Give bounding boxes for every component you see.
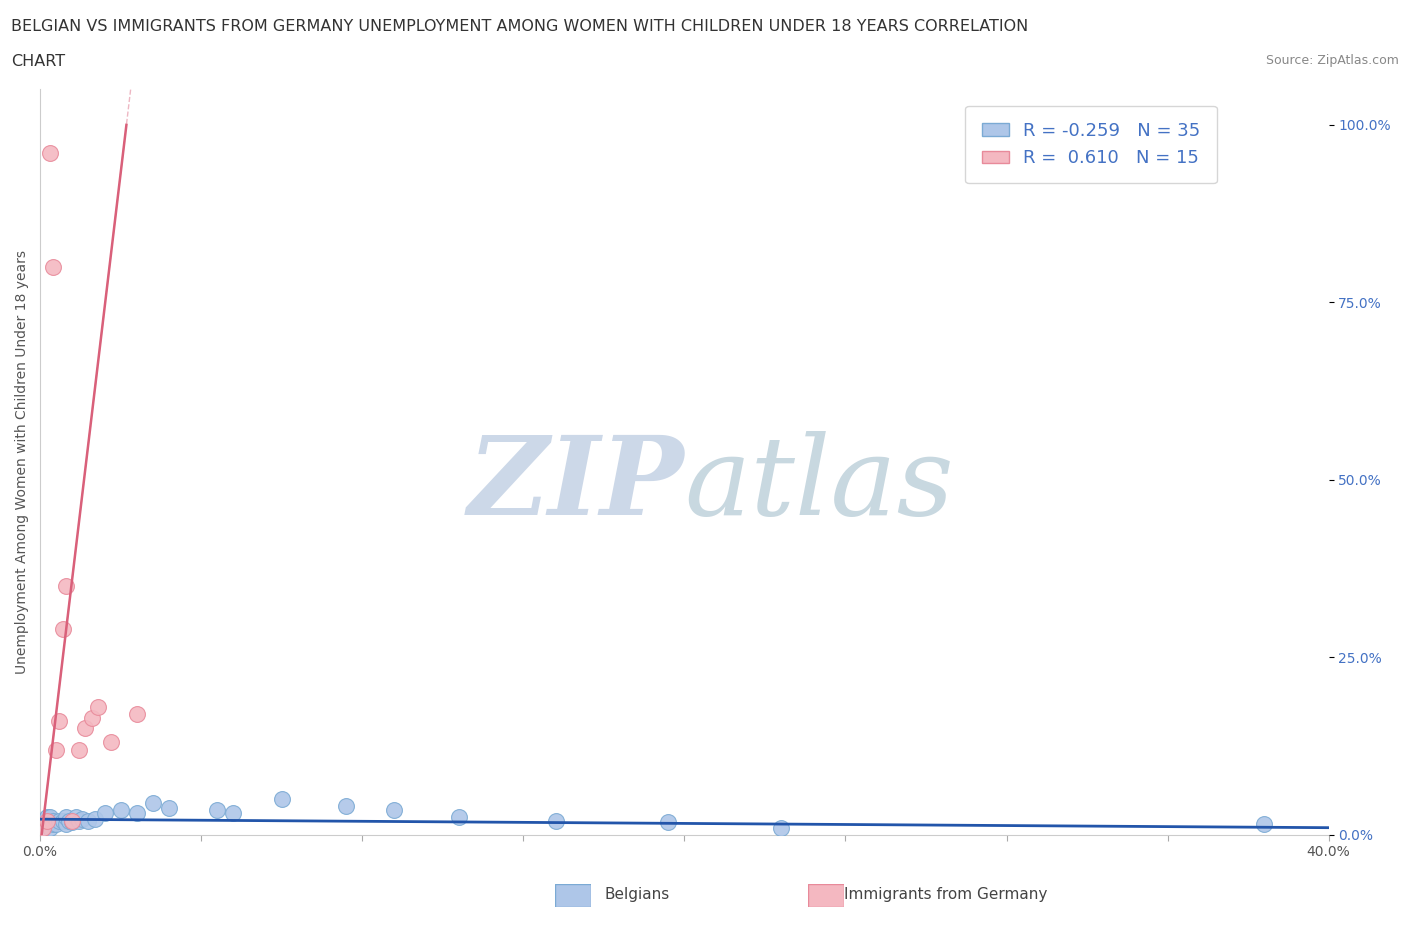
Point — [38, 810, 60, 825]
Point — [52, 813, 75, 828]
Point — [83, 812, 105, 827]
Point — [45, 817, 67, 831]
Point — [75, 721, 97, 736]
Point — [93, 806, 115, 821]
Text: CHART: CHART — [11, 54, 65, 69]
Point — [55, 578, 77, 593]
Point — [35, 817, 58, 831]
Point — [42, 259, 65, 274]
Point — [270, 791, 292, 806]
Point — [32, 813, 55, 828]
Point — [38, 820, 60, 835]
Point — [52, 621, 75, 636]
Point — [142, 795, 165, 810]
Text: Belgians: Belgians — [605, 887, 669, 902]
Point — [110, 803, 132, 817]
Point — [87, 699, 110, 714]
Point — [1253, 817, 1275, 831]
Point — [67, 813, 90, 828]
Text: atlas: atlas — [685, 431, 955, 538]
Point — [32, 820, 55, 835]
Point — [77, 813, 100, 828]
Point — [55, 817, 77, 831]
Point — [48, 813, 70, 828]
Y-axis label: Unemployment Among Women with Children Under 18 years: Unemployment Among Women with Children U… — [15, 250, 30, 674]
Point — [35, 810, 58, 825]
Point — [100, 735, 122, 750]
Point — [60, 815, 83, 830]
Legend: R = -0.259   N = 35, R =  0.610   N = 15: R = -0.259 N = 35, R = 0.610 N = 15 — [966, 106, 1216, 183]
Point — [447, 810, 470, 825]
Point — [222, 806, 245, 821]
Point — [65, 810, 87, 825]
Point — [657, 815, 679, 830]
Text: BELGIAN VS IMMIGRANTS FROM GERMANY UNEMPLOYMENT AMONG WOMEN WITH CHILDREN UNDER : BELGIAN VS IMMIGRANTS FROM GERMANY UNEMP… — [11, 19, 1029, 33]
Point — [35, 813, 58, 828]
Point — [60, 813, 83, 828]
Point — [45, 742, 67, 757]
Text: Source: ZipAtlas.com: Source: ZipAtlas.com — [1265, 54, 1399, 67]
Point — [769, 820, 792, 835]
Text: ZIP: ZIP — [468, 431, 685, 538]
Point — [48, 713, 70, 728]
Point — [335, 799, 357, 814]
Point — [42, 817, 65, 831]
Point — [157, 801, 180, 816]
Point — [70, 812, 93, 827]
Point — [67, 742, 90, 757]
Point — [207, 803, 229, 817]
Point — [125, 806, 148, 821]
Point — [58, 813, 80, 828]
Point — [38, 146, 60, 161]
Point — [55, 810, 77, 825]
Point — [544, 813, 567, 828]
Point — [32, 820, 55, 835]
Text: Immigrants from Germany: Immigrants from Germany — [844, 887, 1047, 902]
Point — [384, 803, 406, 817]
Point — [80, 711, 103, 725]
Point — [125, 707, 148, 722]
Point — [42, 813, 65, 828]
